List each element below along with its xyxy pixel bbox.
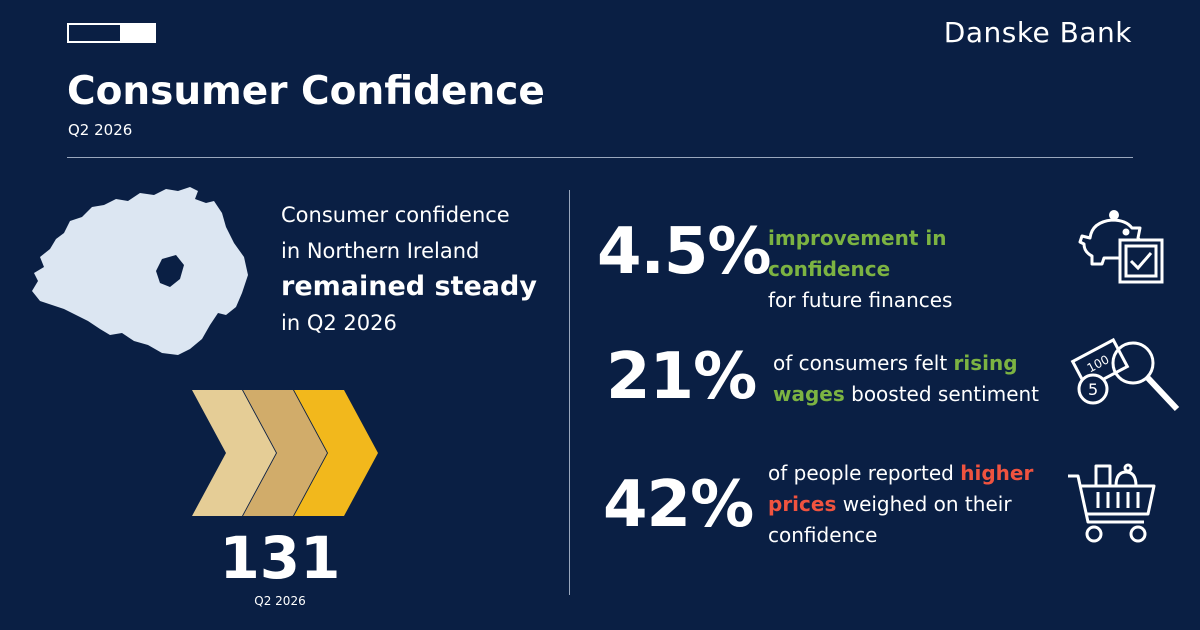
stat-rising-wages-value: 21% [606,340,757,414]
page-title: Consumer Confidence [67,69,545,114]
svg-text:100: 100 [1085,352,1112,375]
progress-indicator [67,23,156,43]
stat-higher-prices-highlight: higher prices [768,461,1034,516]
stat-future-finances-rest: for future finances [768,288,953,312]
brand-logo: Danske Bank [943,16,1132,49]
stat-rising-wages-rest: boosted sentiment [844,382,1040,406]
stat-higher-prices-rest: weighed on their confidence [768,492,1012,547]
stat-future-finances-value: 4.5% [597,215,771,289]
stat-higher-prices-text: of people reported higher prices weighed… [768,458,1058,551]
money-magnifier-icon: 100 5 [1070,337,1180,412]
stat-rising-wages-highlight: rising wages [773,351,1018,406]
stat-future-finances-highlight: improvement in confidence [768,226,947,281]
header-divider [67,157,1133,158]
confidence-index-period: Q2 2026 [254,594,306,608]
shopping-cart-icon [1068,463,1156,543]
intro-text: Consumer confidence in Northern Ireland … [281,197,561,341]
stat-rising-wages-text: of consumers felt rising wages boosted s… [773,348,1063,410]
stat-higher-prices-value: 42% [603,468,754,542]
intro-line-4: in Q2 2026 [281,311,397,335]
intro-line-1: Consumer confidence [281,203,510,227]
stat-rising-wages-pre: of consumers felt [773,351,954,375]
intro-line-2: in Northern Ireland [281,239,480,263]
progress-indicator-fill [120,25,154,41]
page-subtitle: Q2 2026 [68,121,133,139]
stat-higher-prices-pre: of people reported [768,461,961,485]
svg-text:5: 5 [1088,380,1098,399]
intro-highlight: remained steady [281,271,537,302]
stat-future-finances-text: improvement in confidence for future fin… [768,223,1068,316]
upward-chevrons-icon [192,390,378,516]
piggy-bank-checkbox-icon [1078,210,1164,284]
column-divider [569,190,570,595]
northern-ireland-map-icon [32,187,248,355]
confidence-index-value: 131 [219,524,341,592]
